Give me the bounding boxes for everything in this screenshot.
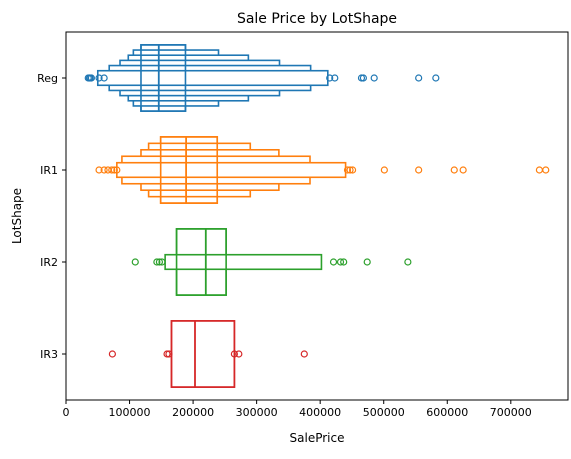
outlier-point [165,350,173,358]
x-tick-label: 600000 [426,406,468,419]
outlier-point [131,258,139,266]
outlier-point [415,166,423,174]
outlier-point [100,166,108,174]
chart-title: Sale Price by LotShape [237,11,397,27]
x-tick-label: 300000 [236,406,278,419]
y-tick-label: IR3 [40,348,58,361]
outlier-point [370,74,378,82]
x-axis: 0 100000 200000 300000 400000 500000 600000 700… [63,400,532,419]
outlier-point [329,258,338,266]
outlier-point [110,166,118,174]
series-ir3 [108,320,308,388]
plot-frame [65,31,569,401]
outlier-point [153,258,161,266]
outlier-point [380,166,388,174]
series-ir1 [95,136,550,204]
outlier-point [346,166,354,174]
outlier-point [542,166,550,174]
x-tick-label: 200000 [172,406,214,419]
boxen-box [170,320,236,388]
x-tick-label: 100000 [109,406,151,419]
series-ir2 [131,228,412,296]
outlier-point [336,258,345,266]
outlier-point [113,166,121,174]
outlier-point [363,258,371,266]
outlier-point [155,258,164,266]
outlier-point [450,166,458,174]
outlier-point [108,350,116,358]
outlier-point [230,350,238,358]
boxen-inner-box [159,136,219,204]
outlier-point [340,258,348,266]
x-tick-label: 700000 [490,406,532,419]
outlier-point [432,74,440,82]
y-axis: Reg IR1 IR2 IR3 [37,72,66,361]
outlier-point [343,166,352,174]
outlier-point [415,74,423,82]
outlier-point [100,74,108,82]
outlier-point [95,166,103,174]
plot-area [84,44,550,388]
outlier-point [459,166,467,174]
outlier-point [235,350,243,358]
y-tick-label: Reg [37,72,58,85]
boxen-box [96,69,329,87]
boxen-box [116,161,347,179]
outlier-point [95,74,103,82]
x-axis-label: SalePrice [290,431,345,445]
outlier-point [535,166,544,174]
boxen-inner-box [140,44,187,112]
x-tick-label: 0 [63,406,70,419]
y-tick-label: IR2 [40,256,58,269]
outlier-point [331,74,339,82]
outlier-point [326,74,334,82]
x-tick-label: 400000 [299,406,341,419]
outlier-point [158,258,166,266]
outlier-point [108,166,116,174]
series-reg [84,44,440,112]
y-axis-label: LotShape [10,188,24,244]
boxen-box [164,253,323,271]
outlier-point [404,258,412,266]
outlier-point [359,74,367,82]
outlier-point [348,166,357,174]
boxen-inner-box [175,228,227,296]
x-tick-label: 500000 [363,406,405,419]
outlier-point [300,350,308,358]
y-tick-label: IR1 [40,164,58,177]
outlier-point [87,74,96,82]
